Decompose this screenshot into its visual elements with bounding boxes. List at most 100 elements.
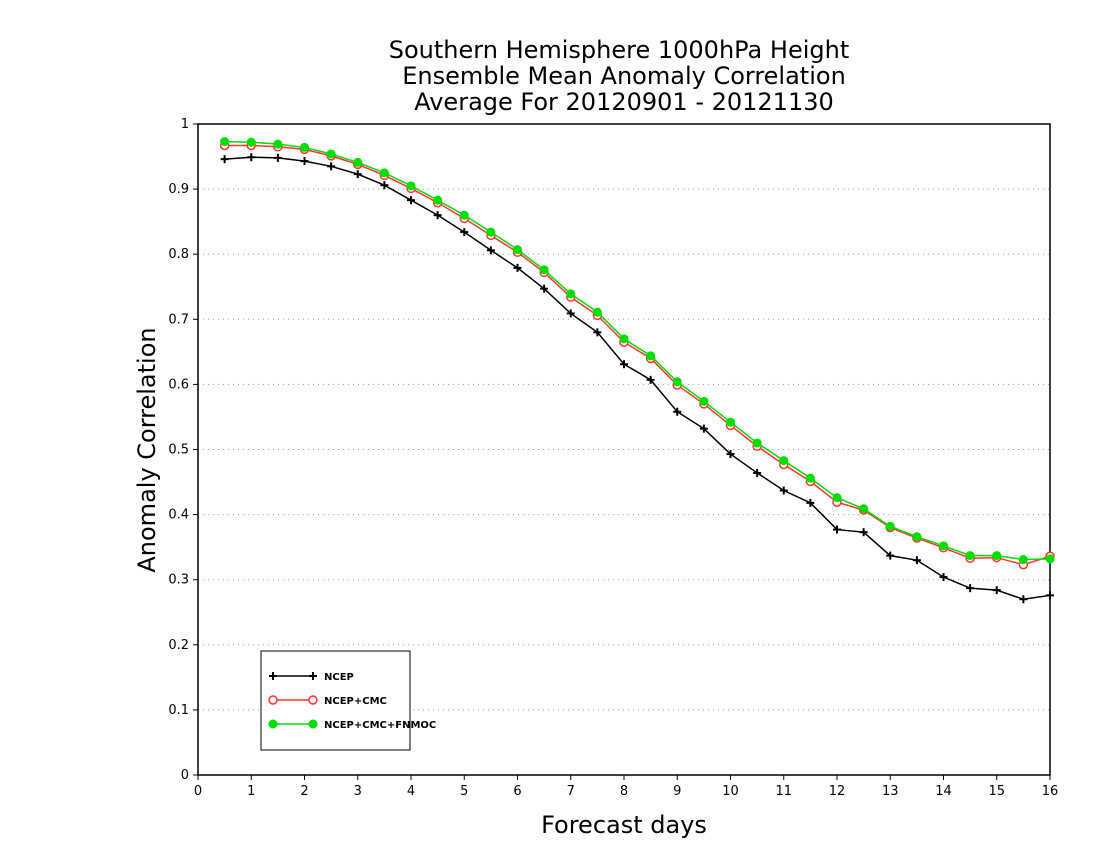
data-point: [592, 307, 602, 317]
legend-label: NCEP+CMC: [324, 696, 387, 707]
y-tick-label: 0.5: [168, 443, 189, 458]
data-point: [992, 586, 1001, 595]
series-ncep: [220, 153, 1054, 604]
data-point: [753, 468, 762, 477]
y-tick-label: 0.3: [168, 573, 189, 588]
data-point: [539, 265, 549, 275]
data-point: [859, 504, 869, 514]
data-point: [912, 556, 921, 565]
x-tick-label: 8: [620, 784, 628, 799]
data-point: [326, 149, 336, 159]
y-tick-label: 0.2: [168, 638, 189, 653]
data-point: [859, 528, 868, 537]
data-point: [460, 228, 469, 237]
series-ncep-cmc: [219, 140, 1055, 570]
legend-marker: [308, 695, 318, 705]
data-point: [939, 573, 948, 582]
legend-marker: [269, 672, 277, 680]
data-point: [726, 417, 735, 427]
series-layer: [219, 137, 1055, 604]
data-point: [672, 377, 682, 387]
legend-item: NCEP: [269, 672, 354, 683]
data-point: [353, 170, 362, 179]
x-tick-label: 15: [988, 784, 1005, 799]
data-point: [646, 375, 655, 384]
data-point: [513, 263, 522, 272]
data-point: [300, 142, 309, 152]
data-point: [966, 584, 975, 593]
data-point: [779, 486, 788, 495]
chart-title: Southern Hemisphere 1000hPa Height Ensem…: [389, 36, 849, 116]
chart-title-line-3: Average For 20120901 - 20121130: [414, 88, 834, 116]
x-tick-label: 11: [775, 784, 792, 799]
data-point: [779, 456, 789, 466]
y-tick-label: 0.4: [168, 508, 189, 523]
data-point: [593, 328, 602, 337]
y-tick-label: 0.8: [168, 247, 189, 262]
x-tick-label: 9: [673, 784, 681, 799]
data-point: [513, 245, 522, 255]
y-tick-label: 0.7: [168, 312, 189, 327]
data-point: [965, 551, 975, 561]
x-tick-label: 16: [1042, 784, 1059, 799]
legend: NCEP NCEP+CMC NCEP+CMC+FNMOC: [260, 650, 436, 751]
series-line: [224, 156, 1051, 600]
data-point: [1018, 555, 1028, 565]
x-tick-label: 1: [247, 784, 255, 799]
y-tick-label: 0.1: [168, 703, 189, 718]
data-point: [273, 139, 283, 149]
data-point: [992, 551, 1002, 561]
legend-marker: [268, 719, 278, 729]
data-point: [566, 289, 576, 299]
data-point: [433, 195, 443, 205]
x-tick-label: 4: [407, 784, 415, 799]
legend-item: NCEP+CMC+FNMOC: [268, 719, 436, 731]
legend-item: NCEP+CMC: [268, 695, 387, 707]
data-point: [832, 493, 842, 503]
x-tick-label: 7: [567, 784, 575, 799]
series-line: [224, 144, 1051, 566]
data-point: [699, 424, 708, 433]
data-point: [1019, 595, 1028, 604]
data-point: [912, 532, 922, 542]
data-point: [806, 498, 815, 507]
axes: 00.10.20.30.40.50.60.70.80.910 1 2 3 4 5 6 7 8 9 1…: [168, 117, 1058, 799]
data-point: [486, 246, 495, 255]
data-point: [273, 153, 282, 162]
data-point: [885, 521, 895, 531]
x-tick-label: 12: [829, 784, 846, 799]
data-point: [619, 334, 629, 344]
data-point: [220, 155, 229, 164]
data-point: [540, 284, 549, 293]
series-ncep-cmc-fnmoc: [220, 137, 1055, 565]
chart-title-line-1: Southern Hemisphere 1000hPa Height: [389, 36, 849, 64]
data-point: [220, 137, 230, 147]
grid-lines: [198, 188, 1050, 711]
x-tick-label: 14: [935, 784, 952, 799]
data-point: [805, 473, 815, 483]
data-point: [406, 181, 416, 191]
y-axis-label: Anomaly Correlation: [133, 327, 161, 572]
data-point: [886, 551, 895, 560]
data-point: [327, 162, 336, 171]
data-point: [1046, 591, 1054, 600]
data-point: [407, 196, 415, 205]
data-point: [673, 407, 682, 416]
data-point: [726, 450, 735, 459]
data-point: [752, 438, 762, 448]
x-tick-label: 13: [882, 784, 899, 799]
data-point: [459, 210, 469, 220]
chart-title-line-2: Ensemble Mean Anomaly Correlation: [402, 62, 846, 90]
x-tick-label: 3: [354, 784, 362, 799]
y-tick-label: 0.9: [168, 182, 189, 197]
data-point: [433, 211, 442, 220]
data-point: [833, 525, 841, 534]
data-point: [300, 157, 309, 166]
x-tick-label: 0: [194, 784, 202, 799]
legend-marker: [308, 719, 318, 729]
data-point: [379, 168, 389, 178]
legend-marker: [309, 672, 317, 680]
data-point: [620, 360, 628, 369]
data-point: [1045, 554, 1055, 564]
